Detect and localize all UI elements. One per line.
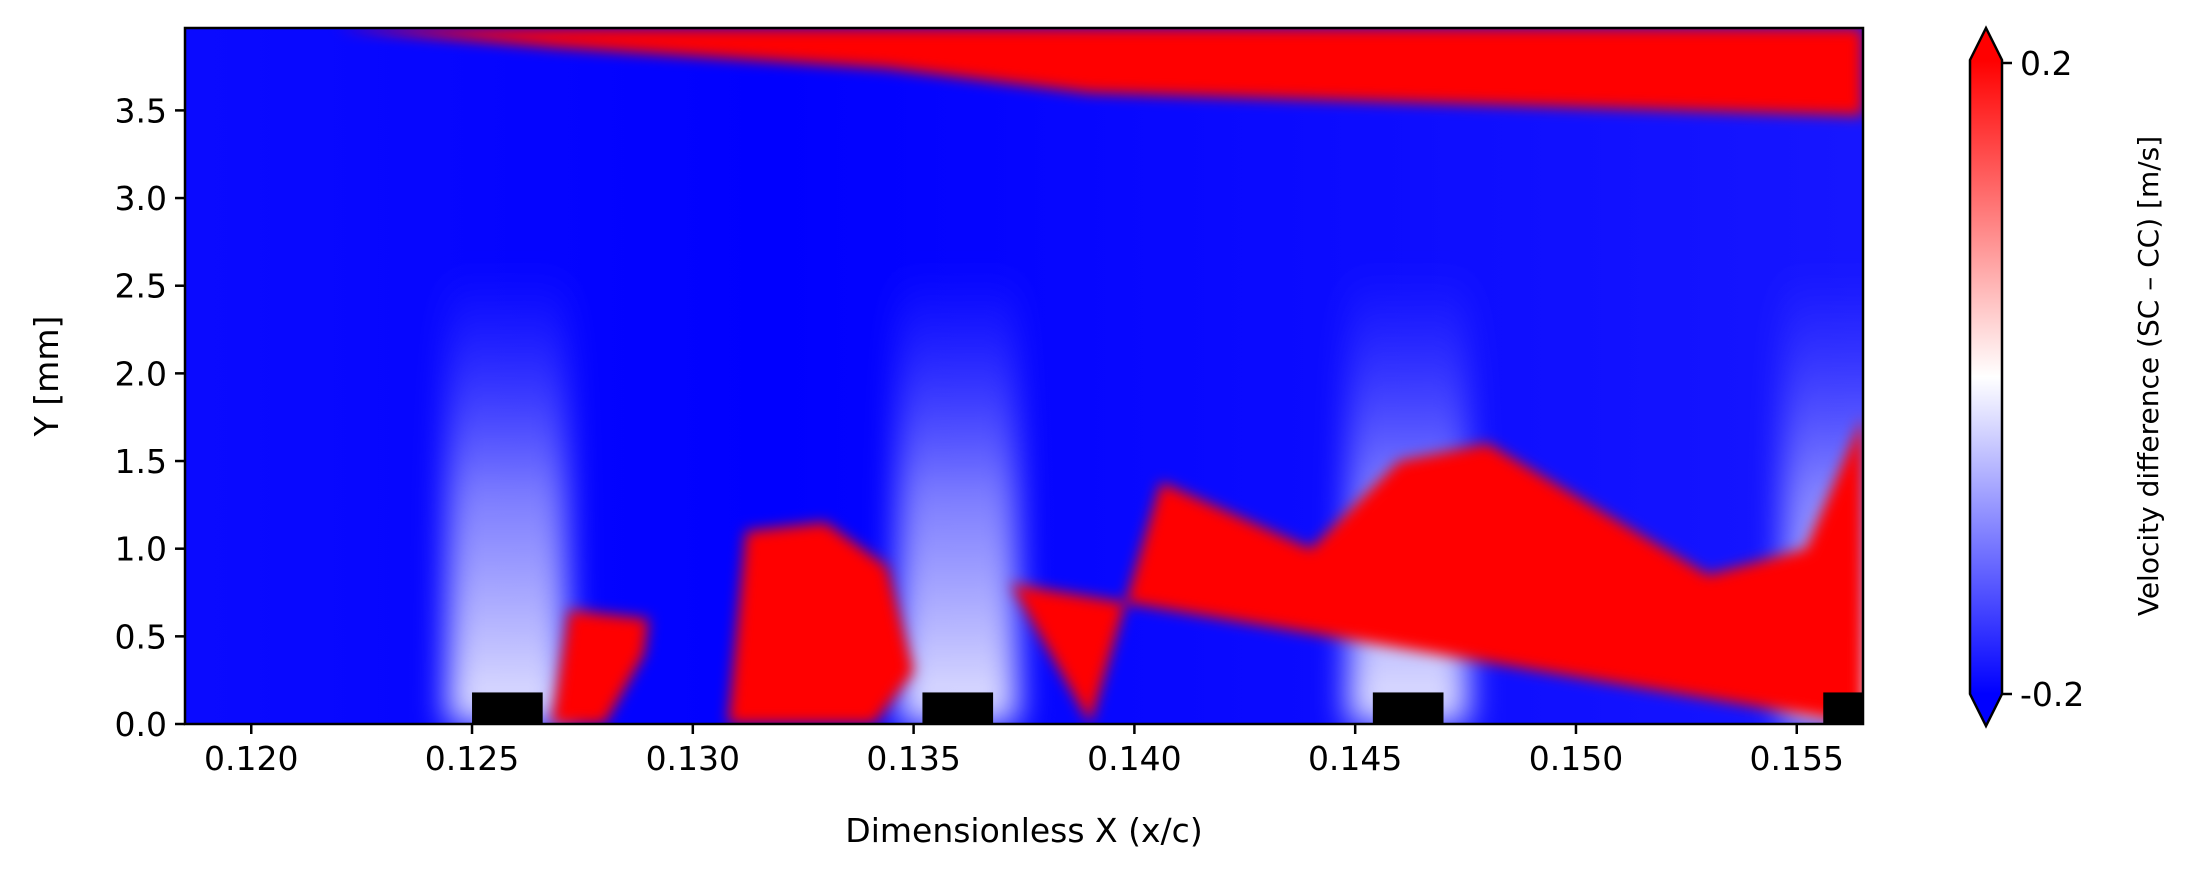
plot-area (185, 28, 1863, 724)
y-tick-label: 0.5 (115, 617, 167, 656)
x-tick-label: 0.145 (1308, 739, 1402, 778)
y-axis-label: Y [mm] (27, 316, 66, 438)
x-axis-label: Dimensionless X (x/c) (845, 811, 1202, 850)
positive-region-0 (335, 28, 1863, 116)
y-tick-label: 3.0 (115, 179, 167, 218)
wall-block-2 (1372, 692, 1444, 724)
x-tick-label: 0.155 (1750, 739, 1844, 778)
colorbar-gradient (1970, 60, 2002, 694)
plot-frame (183, 26, 1865, 726)
y-tick-label: 1.0 (115, 530, 167, 569)
wall-block-3 (1823, 692, 1863, 724)
colorbar: 0.2 -0.2 Velocity difference (SC – CC) [… (1968, 25, 2165, 729)
y-tick-label: 0.0 (115, 705, 167, 744)
y-tick-label: 2.5 (115, 267, 167, 306)
x-tick-label: 0.125 (425, 739, 519, 778)
y-tick-label: 3.5 (115, 91, 167, 130)
y-tick-label: 1.5 (115, 442, 167, 481)
x-tick-label: 0.135 (866, 739, 960, 778)
x-tick-label: 0.130 (646, 739, 740, 778)
x-tick-label: 0.150 (1529, 739, 1623, 778)
x-tick-label: 0.140 (1087, 739, 1181, 778)
colorbar-extend-min (1970, 694, 2002, 726)
colorbar-tick-max: 0.2 (2020, 44, 2072, 83)
positive-region-2 (728, 522, 914, 724)
wall-block-0 (472, 692, 543, 724)
colorbar-tick-min: -0.2 (2020, 675, 2084, 714)
positive-region-3 (1010, 417, 1863, 724)
plume-0 (447, 268, 568, 724)
positive-region-1 (551, 610, 649, 724)
y-axis-ticks: 0.0 0.5 1.0 1.5 2.0 2.5 3.0 3.5 (115, 91, 185, 744)
colorbar-extend-max (1970, 28, 2002, 60)
x-axis-ticks: 0.120 0.125 0.130 0.135 0.140 0.145 0.150 0.155 (204, 724, 1844, 778)
y-tick-label: 2.0 (115, 354, 167, 393)
colorbar-outline (1968, 25, 2004, 729)
colorbar-label: Velocity difference (SC – CC) [m/s] (2132, 136, 2165, 616)
wall-blocks (472, 692, 1863, 724)
plume-1 (897, 268, 1018, 724)
wall-block-1 (922, 692, 994, 724)
x-tick-label: 0.120 (204, 739, 298, 778)
heatmap-positive-regions (335, 28, 1863, 724)
